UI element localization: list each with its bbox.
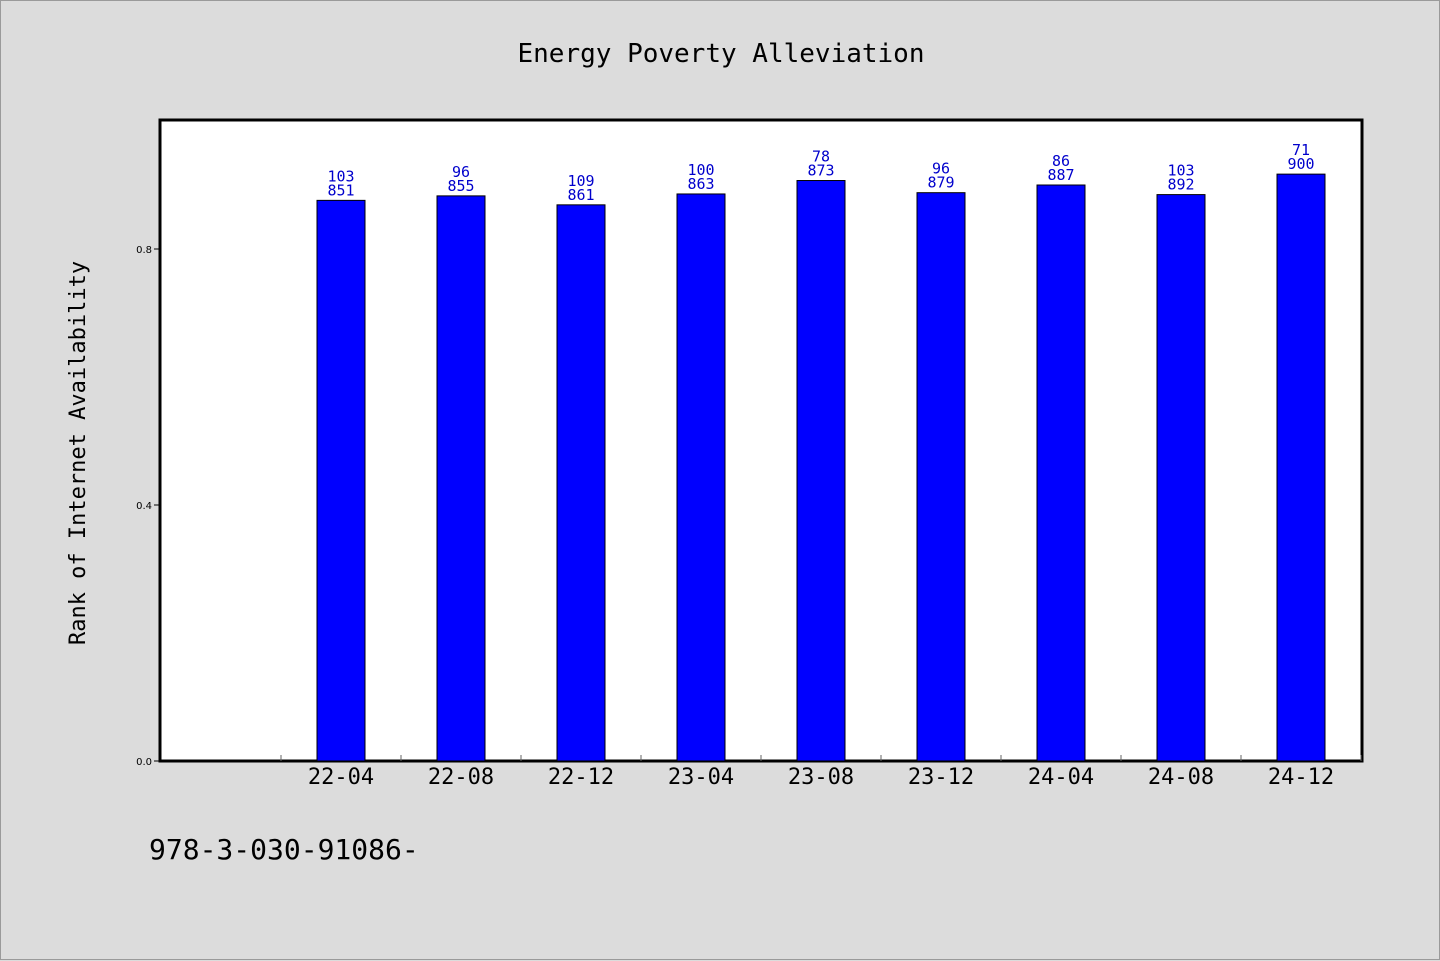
- data-label-bottom: 851: [327, 181, 354, 199]
- data-label-bottom: 887: [1047, 166, 1074, 184]
- data-label-top: 78: [812, 148, 830, 166]
- bar-24-04: [1036, 184, 1086, 762]
- bar-23-08: [796, 180, 846, 762]
- data-label-bottom: 873: [807, 162, 834, 180]
- x-tick-marks: [280, 755, 1362, 761]
- x-tick-label: 23-12: [908, 765, 974, 790]
- x-tick-label: 23-04: [668, 765, 734, 790]
- x-tick-label: 22-08: [428, 765, 494, 790]
- data-label-top: 71: [1292, 141, 1310, 159]
- x-tick-label: 24-04: [1028, 765, 1094, 790]
- data-label-top: 103: [1167, 162, 1194, 180]
- bar-23-12: [916, 192, 966, 762]
- chart-title: Energy Poverty Alleviation: [518, 39, 925, 69]
- bar-24-12: [1276, 173, 1326, 762]
- x-tick-label: 23-08: [788, 765, 854, 790]
- x-tick-label: 22-12: [548, 765, 614, 790]
- y-axis: 0.0 0.4 0.8: [136, 245, 160, 768]
- bar-23-04: [676, 193, 726, 762]
- bars: [316, 173, 1326, 762]
- data-label-top: 109: [567, 172, 594, 190]
- data-label-top: 96: [932, 160, 950, 178]
- x-axis: 22-04 22-08 22-12 23-04 23-08 23-12 24-04 24-08…: [308, 765, 1334, 790]
- bar-24-08: [1156, 194, 1206, 762]
- y-tick-label: 0.8: [136, 245, 152, 256]
- x-tick-label: 22-04: [308, 765, 374, 790]
- x-tick-label: 24-08: [1148, 765, 1214, 790]
- data-label-bottom: 863: [687, 175, 714, 193]
- bar-22-12: [556, 204, 606, 762]
- data-label-top: 86: [1052, 152, 1070, 170]
- y-axis-label: Rank of Internet Availability: [66, 261, 91, 645]
- data-label-bottom: 879: [927, 174, 954, 192]
- data-label-bottom: 892: [1167, 176, 1194, 194]
- data-label-top: 100: [687, 161, 714, 179]
- data-label-bottom: 900: [1287, 155, 1314, 173]
- data-label-bottom: 861: [567, 186, 594, 204]
- footer-identifier: 978-3-030-91086-: [149, 833, 419, 866]
- y-tick-label: 0.0: [136, 757, 152, 768]
- data-label-bottom: 855: [447, 177, 474, 195]
- x-tick-label: 24-12: [1268, 765, 1334, 790]
- bar-22-08: [436, 195, 486, 762]
- y-tick-label: 0.4: [136, 501, 152, 512]
- bar-22-04: [316, 199, 366, 762]
- data-label-top: 103: [327, 167, 354, 185]
- data-label-top: 96: [452, 163, 470, 181]
